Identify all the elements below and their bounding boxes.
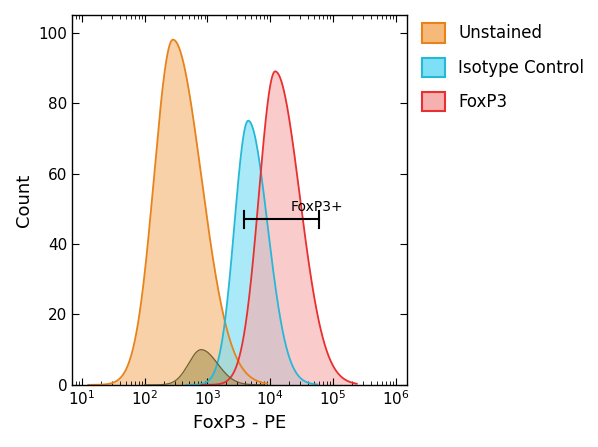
Legend: Unstained, Isotype Control, FoxP3: Unstained, Isotype Control, FoxP3 [422,23,584,111]
Text: FoxP3+: FoxP3+ [291,200,343,214]
Y-axis label: Count: Count [15,173,33,227]
X-axis label: FoxP3 - PE: FoxP3 - PE [193,414,286,432]
